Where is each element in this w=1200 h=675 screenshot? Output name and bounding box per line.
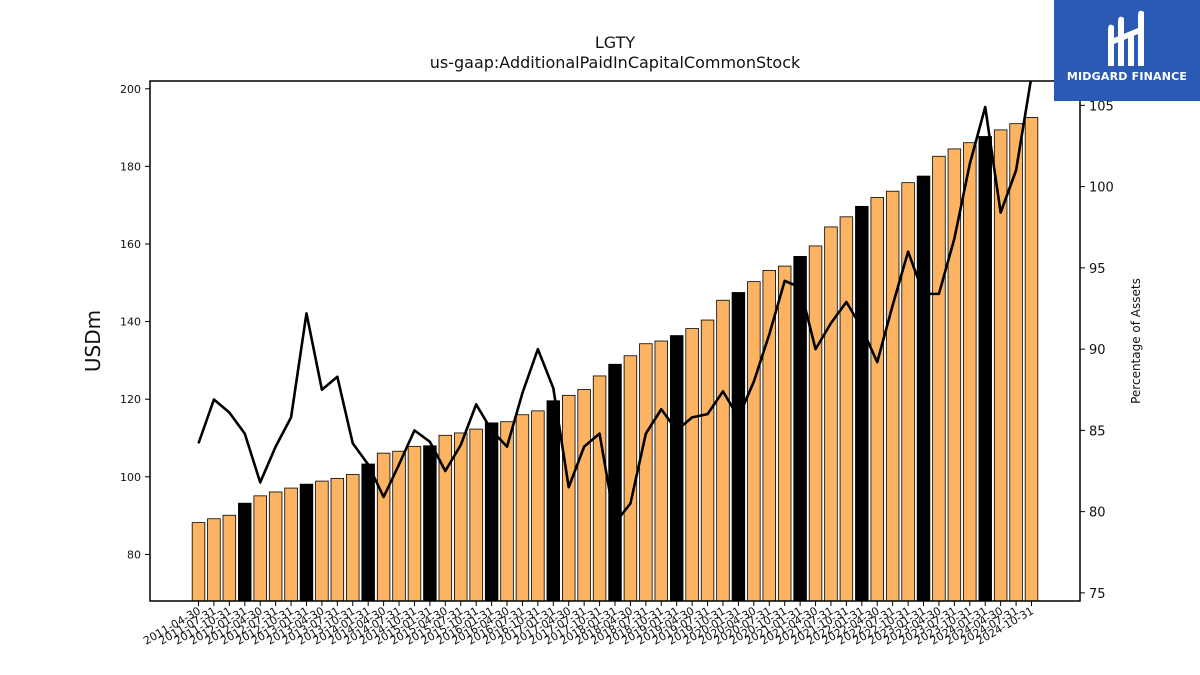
y-tick-label: 160	[120, 238, 141, 251]
y2-axis-label: Percentage of Assets	[1129, 278, 1143, 404]
bar	[484, 422, 499, 602]
bar	[808, 245, 823, 602]
brand-logo: MIDGARD FINANCE	[1054, 0, 1200, 101]
bar	[885, 190, 900, 602]
bar	[500, 421, 514, 602]
y2-tick-label: 100	[1089, 181, 1114, 196]
bar	[1009, 123, 1023, 602]
bar	[932, 155, 946, 602]
y-tick-label: 140	[120, 316, 141, 329]
bar	[562, 394, 576, 602]
line-group	[197, 81, 1033, 525]
y2-tick-label: 75	[1089, 587, 1106, 602]
bar	[330, 477, 345, 602]
bar	[777, 265, 792, 602]
y-tick-label: 120	[120, 393, 141, 406]
bar	[901, 182, 915, 602]
bar	[531, 410, 545, 602]
bar	[592, 375, 607, 602]
bar	[423, 445, 437, 602]
bar	[515, 414, 530, 602]
bar	[346, 474, 360, 602]
bar	[608, 363, 622, 602]
bar	[963, 142, 977, 602]
bar	[376, 452, 391, 602]
y-tick-label: 200	[120, 83, 141, 96]
bar	[299, 483, 314, 602]
bar	[407, 446, 422, 602]
bar	[315, 480, 329, 602]
y-tick-label: 100	[120, 471, 141, 484]
bar	[207, 518, 221, 602]
bar	[639, 343, 653, 602]
bar	[916, 175, 931, 602]
bar	[238, 502, 252, 602]
bar	[191, 522, 206, 602]
bar	[839, 216, 854, 602]
midgard-logo-icon	[1108, 10, 1144, 67]
bar	[747, 281, 761, 602]
bar	[222, 514, 237, 602]
axes-group: 8010012014016018020075808590951001052011…	[120, 80, 1114, 648]
bar	[855, 205, 869, 602]
bar	[978, 136, 992, 602]
y-axis-label: USDm	[81, 310, 105, 372]
bar	[685, 328, 699, 602]
bars-group	[191, 117, 1039, 602]
chart-subtitle: us-gaap:AdditionalPaidInCapitalCommonSto…	[430, 53, 801, 72]
y2-tick-label: 85	[1089, 424, 1106, 439]
y2-tick-label: 80	[1089, 506, 1106, 521]
bar	[824, 226, 838, 602]
y2-tick-label: 90	[1089, 343, 1106, 358]
y2-tick-label: 105	[1089, 99, 1114, 114]
y-tick-label: 80	[127, 548, 141, 561]
brand-name: MIDGARD FINANCE	[1066, 70, 1188, 83]
bar	[654, 340, 669, 602]
bar	[1024, 117, 1039, 602]
bar	[716, 299, 730, 602]
bar	[870, 197, 884, 602]
series-line	[197, 81, 1033, 525]
bar	[361, 463, 375, 602]
y2-tick-label: 95	[1089, 262, 1106, 277]
bar	[253, 495, 267, 602]
bar	[284, 487, 298, 602]
y-tick-label: 180	[120, 160, 141, 173]
bar	[700, 319, 715, 602]
bar	[546, 400, 561, 602]
bar	[469, 428, 483, 602]
bar	[454, 432, 468, 602]
bar	[669, 335, 684, 602]
bar	[731, 292, 746, 602]
bar	[577, 389, 591, 602]
chart-title: LGTY	[595, 33, 636, 52]
bar	[268, 491, 283, 602]
